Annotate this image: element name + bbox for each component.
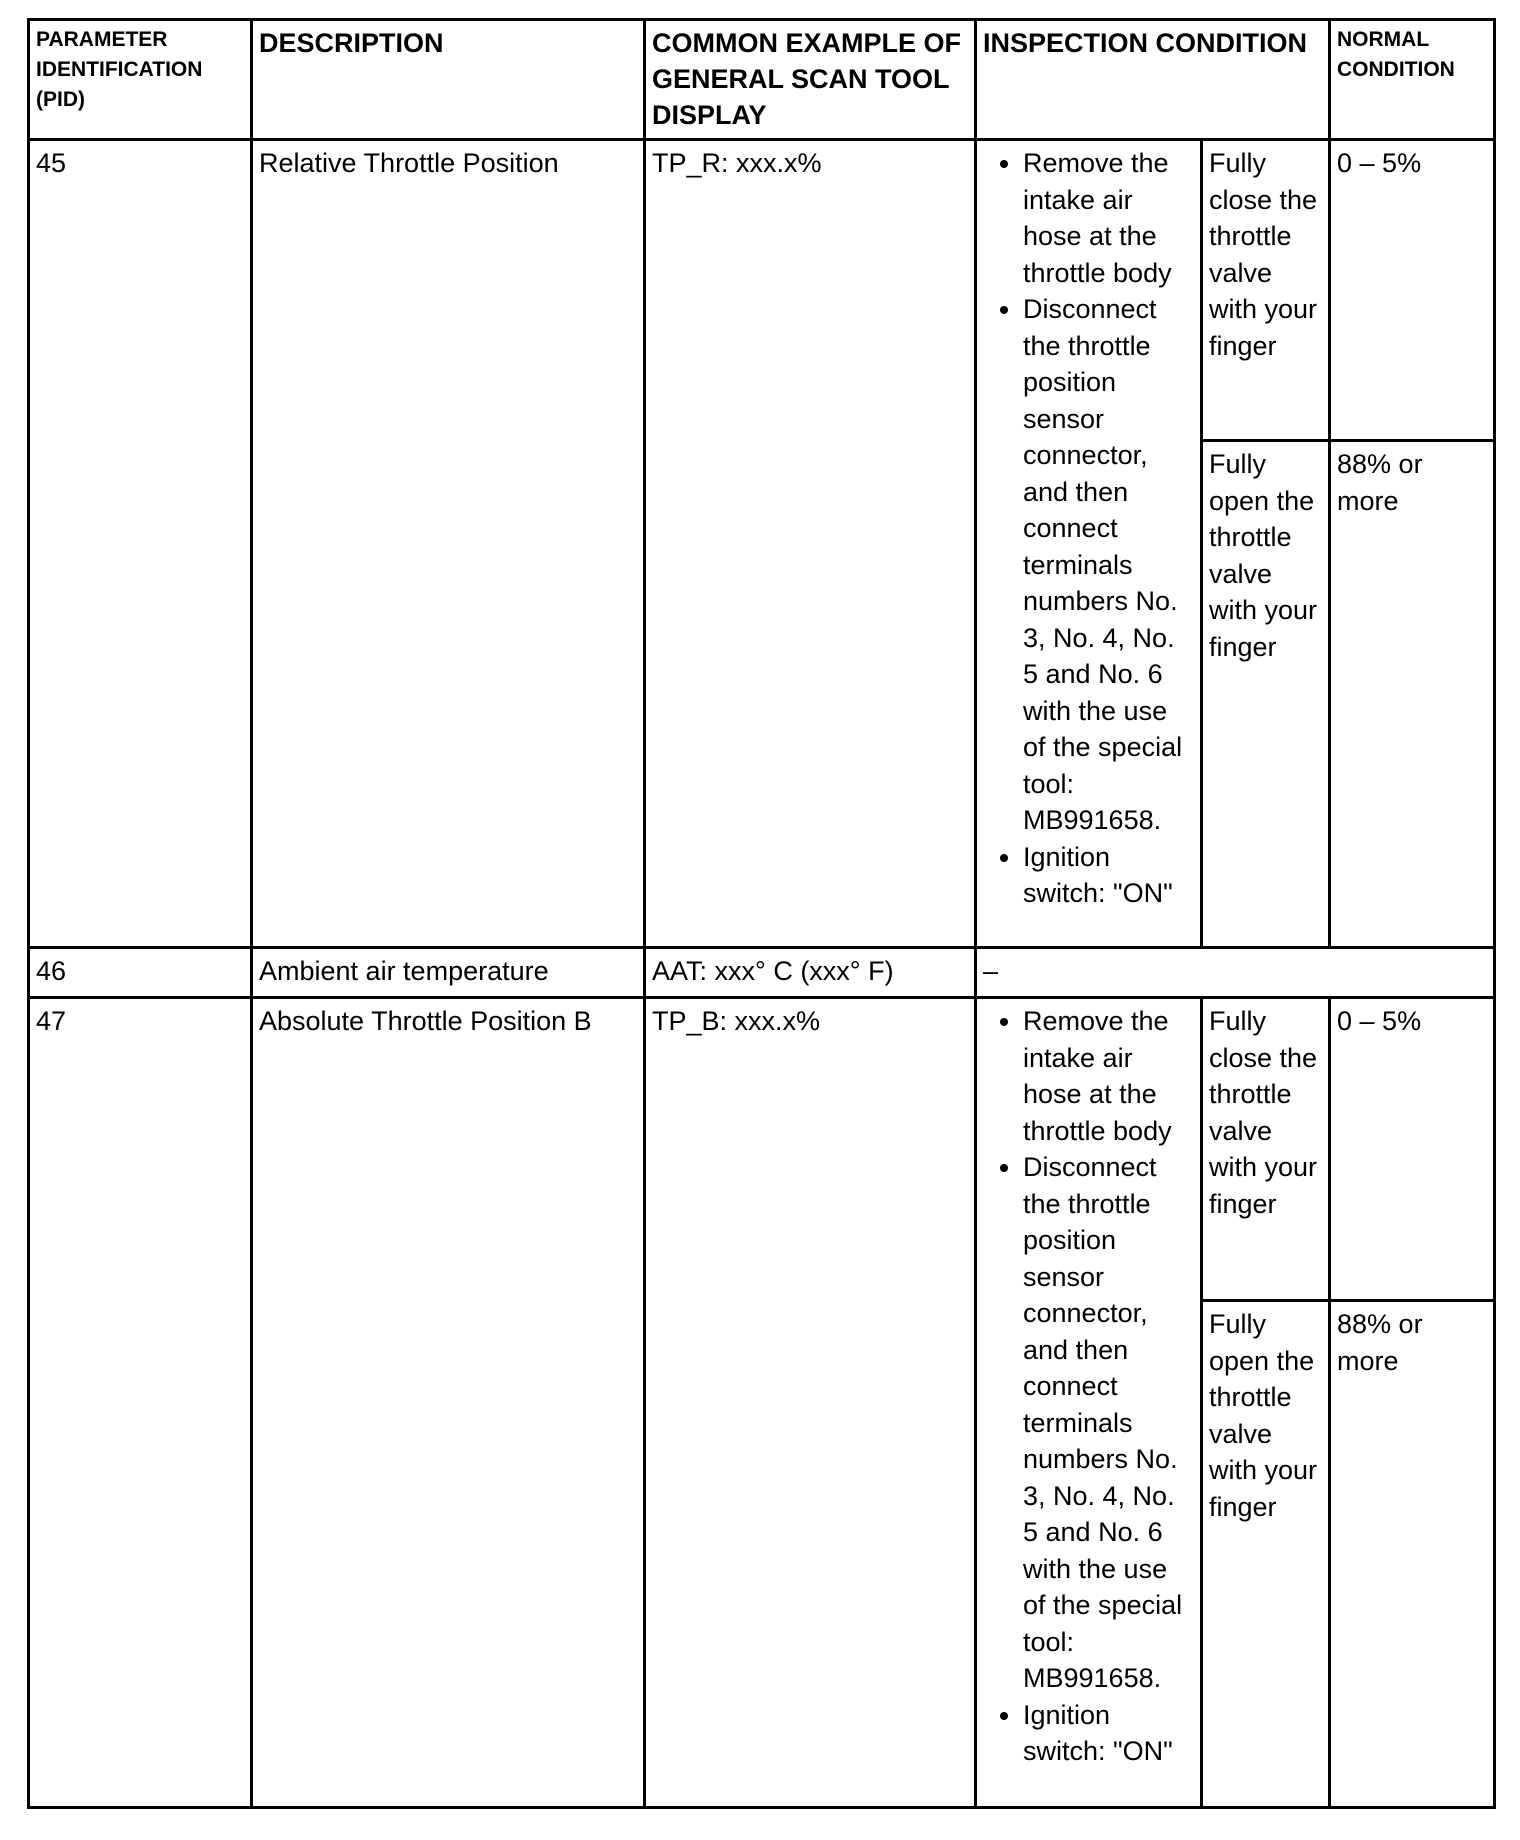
inspection-steps: Remove the intake air hose at the thrott… xyxy=(974,996,1203,1809)
table-subrow-47: Fully open the throttle valve with your … xyxy=(29,1299,1497,1809)
display-cell: AAT: xxx° C (xxx° F) xyxy=(643,946,977,999)
description-cell: Relative Throttle Position xyxy=(250,138,646,949)
display-cell: TP_R: xxx.x% xyxy=(643,138,977,949)
normal-cell: 88% or more xyxy=(1328,439,1497,949)
header-pid: PARAMETER IDENTIFICATION (PID) xyxy=(27,18,253,141)
header-normal: NORMAL CONDITION xyxy=(1328,18,1497,141)
pid-cell: 45 xyxy=(27,138,253,949)
condition-cell: Fully close the throttle valve with your… xyxy=(1199,138,1332,442)
condition-cell: Fully open the throttle valve with your … xyxy=(1199,439,1332,949)
header-description: DESCRIPTION xyxy=(250,18,646,141)
inspection-cell: – xyxy=(973,946,1497,999)
condition-cell: Fully close the throttle valve with your… xyxy=(1199,996,1332,1302)
description-cell: Ambient air temperature xyxy=(250,946,646,999)
table-row-46: 46 Ambient air temperature AAT: xxx° C (… xyxy=(27,946,1497,999)
table-subrow-45: Fully open the throttle valve with your … xyxy=(29,439,1497,949)
step-item: Disconnect the throttle position sensor … xyxy=(1023,291,1194,839)
step-item: Remove the intake air hose at the thrott… xyxy=(1023,145,1194,291)
pid-cell: 46 xyxy=(27,946,253,999)
pid-cell: 47 xyxy=(27,996,253,1809)
header-row: PARAMETER IDENTIFICATION (PID) DESCRIPTI… xyxy=(27,18,1497,141)
normal-cell: 0 – 5% xyxy=(1328,996,1497,1302)
pid-table: PARAMETER IDENTIFICATION (PID) DESCRIPTI… xyxy=(27,18,1497,1809)
condition-cell: Fully open the throttle valve with your … xyxy=(1199,1299,1332,1809)
step-item: Disconnect the throttle position sensor … xyxy=(1023,1149,1194,1697)
step-item: Ignition switch: "ON" xyxy=(1023,1697,1194,1770)
description-cell: Absolute Throttle Position B xyxy=(250,996,646,1809)
header-inspection: INSPECTION CONDITION xyxy=(973,18,1332,141)
header-display: COMMON EXAMPLE OF GENERAL SCAN TOOL DISP… xyxy=(643,18,977,141)
inspection-steps: Remove the intake air hose at the thrott… xyxy=(974,138,1203,949)
table-row-45: 45 Relative Throttle Position TP_R: xxx.… xyxy=(27,138,1497,949)
step-item: Ignition switch: "ON" xyxy=(1023,839,1194,912)
normal-cell: 88% or more xyxy=(1328,1299,1497,1809)
display-cell: TP_B: xxx.x% xyxy=(643,996,977,1809)
table-row-47: 47 Absolute Throttle Position B TP_B: xx… xyxy=(27,996,1497,1809)
normal-cell: 0 – 5% xyxy=(1328,138,1497,442)
step-item: Remove the intake air hose at the thrott… xyxy=(1023,1003,1194,1149)
